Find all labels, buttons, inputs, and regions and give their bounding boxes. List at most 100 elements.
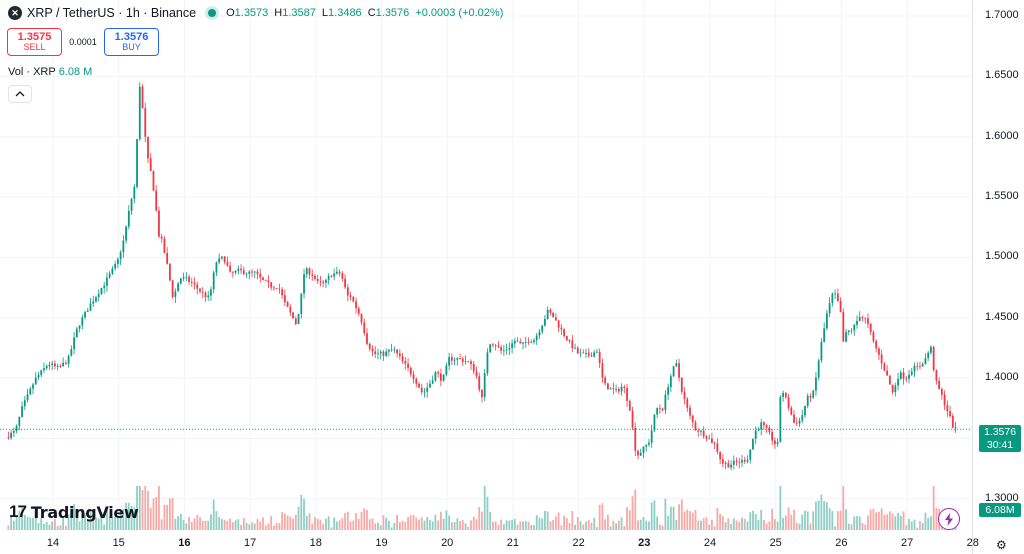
volume-bar xyxy=(609,526,612,530)
volume-bar xyxy=(316,518,319,530)
volume-bar xyxy=(366,509,368,530)
candle-body xyxy=(185,276,188,278)
candle-body xyxy=(801,415,804,421)
candle-body xyxy=(204,292,207,298)
volume-bar xyxy=(163,504,166,530)
candle-body xyxy=(221,256,223,259)
volume-bar xyxy=(453,521,456,530)
volume-bar xyxy=(64,525,67,530)
volume-bar xyxy=(70,511,73,530)
candle-body xyxy=(75,328,78,338)
candle-body xyxy=(461,358,464,362)
ohlc-high: H1.3587 xyxy=(274,7,316,19)
candle-body xyxy=(401,356,404,362)
volume-bar xyxy=(218,516,221,530)
volume-bar xyxy=(828,508,831,530)
volume-bar xyxy=(237,519,240,530)
candle-body xyxy=(601,363,604,378)
candle-body xyxy=(886,370,889,376)
candle-body xyxy=(883,363,886,371)
volume-bar xyxy=(678,504,680,530)
candle-body xyxy=(196,284,199,289)
sell-button[interactable]: 1.3575 SELL xyxy=(7,28,62,56)
volume-bar xyxy=(538,517,541,530)
candle-body xyxy=(420,387,423,393)
volume-bar xyxy=(927,517,930,530)
time-tick-label: 16 xyxy=(178,537,191,549)
candle-body xyxy=(787,397,790,408)
candle-body xyxy=(141,86,144,109)
candle-body xyxy=(125,226,127,241)
volume-bar xyxy=(861,522,864,530)
volume-bar xyxy=(908,518,910,530)
candle-body xyxy=(812,390,815,398)
candle-body xyxy=(448,357,451,366)
volume-bar xyxy=(385,517,388,530)
buy-button[interactable]: 1.3576 BUY xyxy=(104,28,159,56)
candle-body xyxy=(631,410,634,428)
candle-body xyxy=(522,342,524,344)
volume-legend[interactable]: Vol · XRP 6.08 M xyxy=(8,66,92,78)
volume-bar xyxy=(513,518,516,530)
volume-bar xyxy=(683,511,686,530)
candle-body xyxy=(533,340,535,343)
candle-body xyxy=(210,289,212,296)
candle-body xyxy=(108,273,111,278)
collapse-legend-button[interactable] xyxy=(8,85,32,103)
candle-body xyxy=(368,343,371,349)
volume-bar xyxy=(489,512,492,530)
candle-body xyxy=(144,108,147,137)
price-scale[interactable] xyxy=(972,0,1024,554)
candle-body xyxy=(54,363,56,367)
volume-bar xyxy=(661,525,664,530)
candle-body xyxy=(716,443,719,452)
candle-body xyxy=(571,340,574,349)
volume-bar xyxy=(782,518,784,530)
candle-body xyxy=(727,463,730,468)
volume-bar xyxy=(308,513,311,530)
volume-bar xyxy=(182,519,185,530)
volume-bar xyxy=(204,520,207,530)
candle-body xyxy=(442,374,445,381)
volume-bar xyxy=(639,519,642,530)
candle-body xyxy=(861,317,864,318)
volume-bar xyxy=(193,518,196,530)
volume-bar xyxy=(763,519,765,530)
volume-bar xyxy=(352,520,355,530)
volume-bar xyxy=(461,520,464,530)
volume-bar xyxy=(420,517,423,530)
sell-label: SELL xyxy=(23,42,46,53)
spread-value: 0.0001 xyxy=(69,37,97,47)
volume-bar xyxy=(883,514,886,530)
time-tick-label: 22 xyxy=(572,537,585,549)
candle-body xyxy=(815,377,817,391)
settings-gear-icon[interactable]: ⚙ xyxy=(996,538,1007,552)
candle-body xyxy=(201,291,204,293)
volume-bar xyxy=(574,524,576,530)
volume-bar xyxy=(234,520,237,530)
candlestick-chart[interactable] xyxy=(0,0,972,554)
candle-body xyxy=(149,158,152,172)
candle-body xyxy=(357,308,360,314)
candle-body xyxy=(809,395,812,398)
tradingview-logo[interactable]: 17 TradingView xyxy=(9,502,139,522)
volume-bar xyxy=(535,515,538,530)
candle-body xyxy=(784,392,787,398)
candle-body xyxy=(379,351,382,354)
volume-bar xyxy=(932,486,935,530)
volume-bar xyxy=(377,522,379,530)
volume-bar xyxy=(686,509,689,530)
candle-body xyxy=(867,318,869,324)
candle-body xyxy=(667,387,670,395)
candle-body xyxy=(752,438,754,450)
symbol-title[interactable]: XRP / TetherUS · 1h · Binance xyxy=(27,6,197,20)
candle-body xyxy=(333,273,336,277)
volume-bar xyxy=(325,518,327,530)
trade-panel: 1.3575 SELL 0.0001 1.3576 BUY xyxy=(7,28,159,56)
lightning-icon[interactable] xyxy=(938,508,960,530)
candle-body xyxy=(856,320,858,325)
volume-bar xyxy=(423,520,426,530)
volume-bar xyxy=(809,523,812,530)
volume-bar xyxy=(637,520,639,530)
volume-bar xyxy=(45,521,48,530)
